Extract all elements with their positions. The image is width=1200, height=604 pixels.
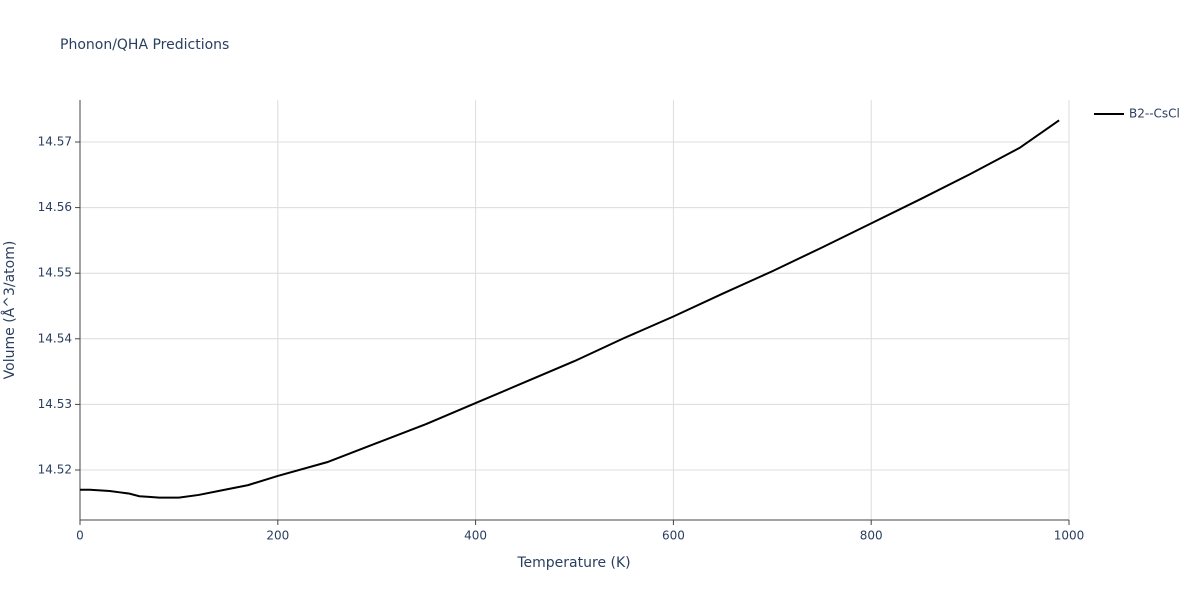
x-tick-label: 400 [464, 529, 487, 543]
y-tick-label: 14.57 [38, 134, 72, 148]
y-tick-label: 14.55 [38, 266, 72, 280]
x-tick-label: 800 [860, 529, 883, 543]
x-tick-label: 1000 [1054, 529, 1085, 543]
y-axis-label: Volume (Å^3/atom) [1, 241, 18, 380]
x-tick-label: 600 [662, 529, 685, 543]
x-axis-label: Temperature (K) [516, 555, 630, 571]
x-tick-label: 0 [76, 529, 84, 543]
line [80, 119, 1060, 499]
chart-title: Phonon/QHA Predictions [60, 37, 229, 53]
x-tick-label: 200 [266, 529, 289, 543]
legend-label: B2--CsCl [1129, 107, 1180, 121]
y-tick-label: 14.53 [38, 397, 72, 411]
y-tick-label: 14.56 [38, 200, 72, 214]
y-tick-label: 14.54 [38, 331, 72, 345]
y-tick-label: 14.52 [38, 463, 72, 477]
